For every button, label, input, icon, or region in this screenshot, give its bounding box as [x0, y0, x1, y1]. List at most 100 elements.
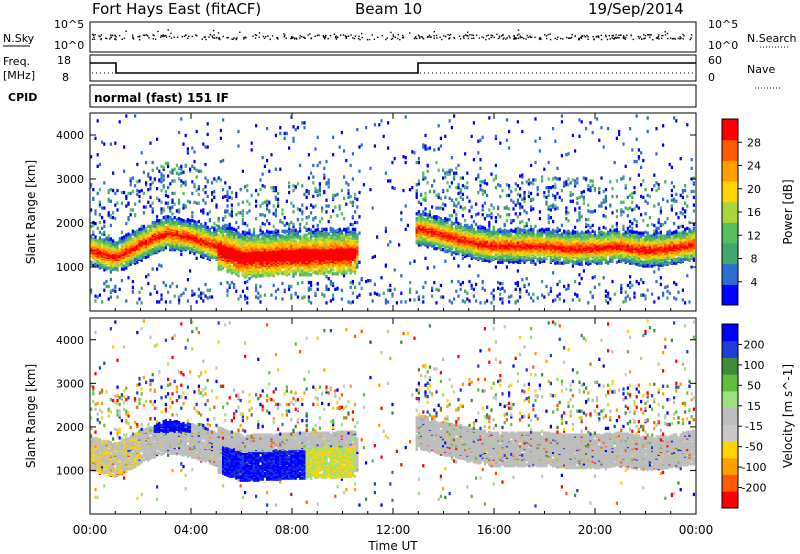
power-cell	[334, 194, 336, 197]
nsky-point	[468, 38, 469, 39]
power-cell	[317, 194, 319, 197]
power-cell	[284, 137, 286, 140]
power-cell	[264, 273, 266, 276]
power-cell	[312, 231, 314, 234]
power-cell	[147, 255, 149, 258]
power-cell	[204, 202, 206, 205]
power-cell	[409, 291, 411, 294]
power-cell	[328, 288, 330, 291]
power-cell	[97, 239, 99, 242]
power-cell	[116, 295, 118, 298]
power-cell	[116, 208, 118, 211]
power-cell	[119, 288, 121, 291]
power-cell	[277, 230, 279, 233]
power-cell	[257, 296, 259, 299]
power-cell	[281, 230, 283, 233]
power-cell	[385, 230, 387, 233]
power-cell	[202, 225, 204, 228]
power-cell	[275, 290, 277, 293]
power-cell	[218, 262, 220, 265]
nsky-point	[560, 38, 561, 39]
power-cell	[123, 238, 125, 241]
power-cell	[420, 241, 422, 244]
power-cell	[400, 211, 402, 214]
nsky-point	[300, 35, 301, 36]
power-cell	[292, 184, 294, 187]
power-cell	[193, 160, 195, 163]
power-cell	[246, 184, 248, 187]
nsky-point	[658, 34, 659, 35]
power-cell	[306, 234, 308, 237]
nsky-point	[570, 38, 571, 39]
nsky-point	[243, 38, 244, 39]
power-cell	[416, 217, 418, 220]
power-cell	[169, 209, 171, 212]
power-cell	[165, 218, 167, 221]
nsky-point	[325, 35, 326, 36]
power-cell	[284, 289, 286, 292]
power-cell	[200, 255, 202, 258]
power-cell	[303, 268, 305, 271]
power-cell	[251, 265, 253, 268]
nsky-tick-top: 10^5	[54, 18, 84, 31]
power-cell	[132, 286, 134, 289]
power-cell	[312, 217, 314, 220]
nsky-point	[233, 37, 234, 38]
power-cell	[413, 151, 415, 154]
power-cell	[169, 219, 171, 222]
power-cell	[303, 226, 305, 229]
power-cell	[424, 212, 426, 215]
power-cell	[116, 246, 118, 249]
power-cell	[402, 189, 404, 192]
power-cell	[171, 169, 173, 172]
power-cell	[301, 281, 303, 284]
power-cell	[163, 178, 165, 181]
power-cell	[176, 285, 178, 288]
power-cell	[319, 265, 321, 268]
nsky-point	[299, 37, 300, 38]
nsky-point	[324, 36, 325, 37]
power-cell	[211, 295, 213, 298]
power-cell	[279, 126, 281, 129]
power-cell	[125, 222, 127, 225]
power-cell	[167, 186, 169, 189]
power-cell	[244, 297, 246, 300]
power-cell	[171, 205, 173, 208]
date-title: 19/Sep/2014	[588, 0, 684, 18]
power-cell	[378, 123, 380, 126]
nsky-point	[453, 37, 454, 38]
power-cell	[182, 192, 184, 195]
power-cell	[149, 204, 151, 207]
power-cell	[264, 214, 266, 217]
power-cell	[204, 222, 206, 225]
nsky-point	[94, 39, 95, 40]
power-cell	[99, 294, 101, 297]
power-cell	[97, 264, 99, 267]
nsky-point	[449, 38, 450, 39]
power-cell	[138, 190, 140, 193]
power-cell	[301, 269, 303, 272]
power-cell	[147, 273, 149, 276]
power-cell	[354, 210, 356, 213]
power-cell	[114, 192, 116, 195]
power-cell	[103, 238, 105, 241]
power-cell	[281, 282, 283, 285]
power-cell	[94, 212, 96, 215]
power-cell	[200, 252, 202, 255]
power-cell	[253, 274, 255, 277]
power-cell	[191, 290, 193, 293]
power-cell	[343, 217, 345, 220]
power-cell	[215, 179, 217, 182]
power-cell	[270, 234, 272, 237]
power-cell	[255, 295, 257, 298]
power-cell	[132, 237, 134, 240]
power-cell	[262, 184, 264, 187]
power-cell	[178, 298, 180, 301]
power-cell	[178, 227, 180, 230]
power-cell	[334, 288, 336, 291]
power-cell	[231, 210, 233, 213]
power-cell	[251, 194, 253, 197]
power-cell	[416, 183, 418, 186]
power-cell	[209, 210, 211, 213]
power-cell	[145, 256, 147, 259]
